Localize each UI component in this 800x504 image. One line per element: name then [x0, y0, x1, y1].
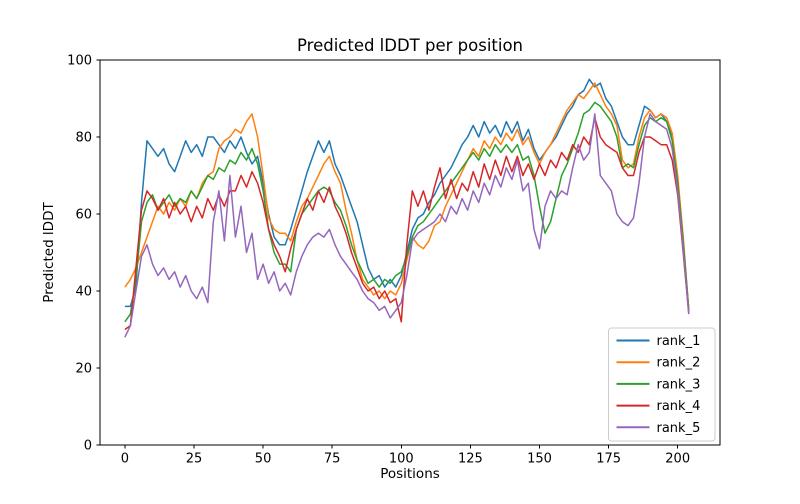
y-tick-label: 0: [84, 439, 92, 454]
legend-label-rank_4: rank_4: [657, 399, 701, 414]
y-tick-label: 40: [75, 285, 92, 300]
x-tick-label: 175: [596, 452, 621, 467]
y-tick-label: 100: [67, 54, 92, 69]
y-tick-label: 20: [75, 362, 92, 377]
x-axis-ticks: 0 25 50 75 100 125 150 175 200: [121, 445, 690, 467]
series-line-rank_3: [124, 101, 690, 323]
series-line-rank_2: [124, 82, 690, 311]
legend-label-rank_3: rank_3: [657, 377, 701, 392]
chart-title: Predicted lDDT per position: [297, 36, 523, 55]
y-tick-label: 60: [75, 208, 92, 223]
x-tick-label: 0: [121, 452, 129, 467]
plot-area: [99, 59, 721, 446]
legend-label-rank_5: rank_5: [657, 421, 701, 436]
x-tick-label: 75: [324, 452, 341, 467]
y-tick-label: 80: [75, 131, 92, 146]
x-axis-label: Positions: [380, 466, 440, 482]
x-tick-label: 100: [389, 452, 414, 467]
legend-label-rank_2: rank_2: [657, 356, 701, 371]
x-tick-label: 200: [665, 452, 690, 467]
series-line-rank_4: [124, 117, 690, 331]
x-tick-label: 50: [255, 452, 272, 467]
y-axis-label: Predicted lDDT: [41, 202, 57, 303]
legend-label-rank_1: rank_1: [657, 334, 701, 349]
y-axis-ticks: 0 20 40 60 80 100: [67, 54, 100, 454]
legend-box: [608, 327, 716, 442]
legend: rank_1 rank_2 rank_3 rank_4 rank_5: [608, 327, 716, 442]
x-tick-label: 150: [527, 452, 552, 467]
series-line-rank_5: [124, 113, 690, 338]
series-lines-group: [124, 78, 690, 338]
x-tick-label: 25: [186, 452, 203, 467]
x-tick-label: 125: [458, 452, 483, 467]
